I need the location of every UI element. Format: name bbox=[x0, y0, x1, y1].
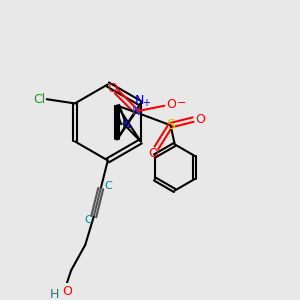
Text: C: C bbox=[85, 214, 92, 224]
Text: O: O bbox=[62, 285, 72, 298]
Text: O: O bbox=[195, 113, 205, 126]
Text: O: O bbox=[166, 98, 176, 111]
Text: N: N bbox=[122, 118, 131, 131]
Text: O: O bbox=[149, 147, 159, 160]
Text: +: + bbox=[142, 98, 150, 108]
Text: Cl: Cl bbox=[34, 93, 46, 106]
Text: H: H bbox=[50, 288, 59, 300]
Text: N: N bbox=[135, 94, 144, 106]
Text: −: − bbox=[176, 98, 186, 108]
Text: S: S bbox=[166, 118, 175, 132]
Text: C: C bbox=[104, 181, 112, 191]
Text: O: O bbox=[107, 82, 117, 95]
Text: N: N bbox=[131, 105, 141, 118]
